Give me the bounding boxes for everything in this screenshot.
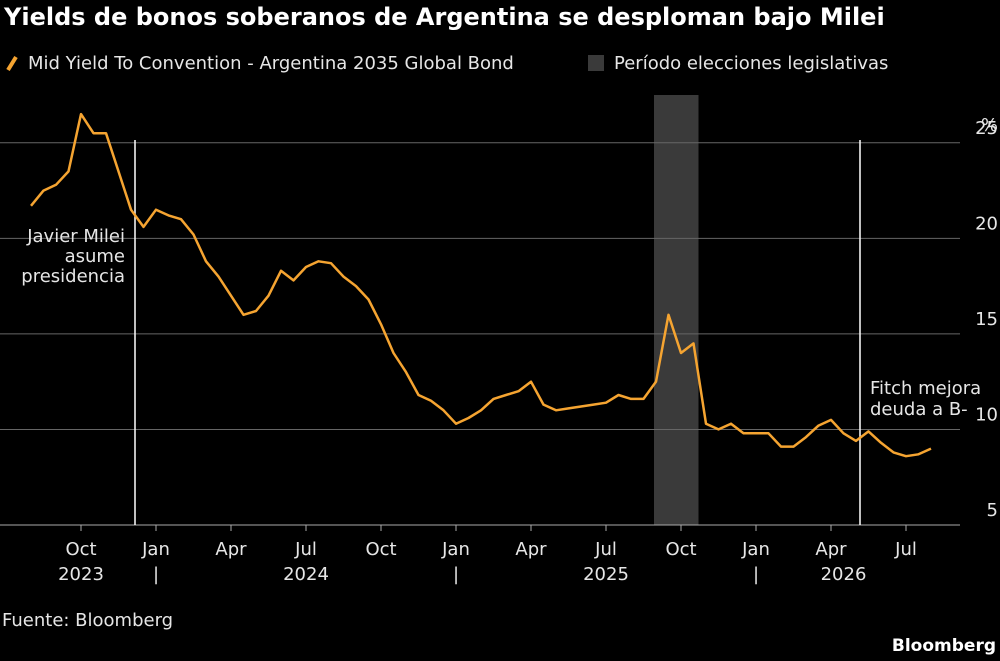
chart-title: Yields de bonos soberanos de Argentina s… [3,3,885,31]
x-tick-label: Jan [441,539,470,560]
x-year-label: | [453,564,459,585]
legend-shade-icon [588,55,604,71]
x-tick-label: Apr [215,539,247,560]
x-tick-label: Jul [594,539,617,560]
x-tick-label: Apr [815,539,847,560]
x-tick-label: Jul [294,539,317,560]
y-tick-label: 15 [975,309,998,330]
y-tick-label: 25 [975,118,998,139]
x-tick-label: Oct [65,539,96,560]
legend-label: Período elecciones legislativas [614,53,888,74]
annotation: deuda a B- [870,399,968,420]
annotation: presidencia [21,266,125,287]
x-year-label: 2023 [58,564,104,585]
annotation: asume [65,246,125,267]
x-year-label: 2025 [583,564,629,585]
y-tick-label: 20 [975,213,998,234]
y-unit: % [981,115,998,136]
y-tick-label: 5 [987,500,998,521]
x-tick-label: Oct [365,539,396,560]
annotation: Javier Milei [26,226,125,247]
x-tick-label: Jan [141,539,170,560]
y-tick-label: 10 [975,404,998,425]
brand: Bloomberg [892,636,996,656]
series-line [30,112,932,458]
source: Fuente: Bloomberg [2,610,173,631]
election-period [654,95,699,525]
x-year-label: 2024 [283,564,329,585]
annotation: Fitch mejora [870,378,981,399]
legend-line-icon [6,55,18,72]
x-year-label: | [753,564,759,585]
x-tick-label: Apr [515,539,547,560]
x-year-label: | [153,564,159,585]
x-tick-label: Oct [665,539,696,560]
legend-label: Mid Yield To Convention - Argentina 2035… [28,53,514,74]
x-year-label: 2026 [821,564,867,585]
x-tick-label: Jan [741,539,770,560]
x-tick-label: Jul [894,539,917,560]
